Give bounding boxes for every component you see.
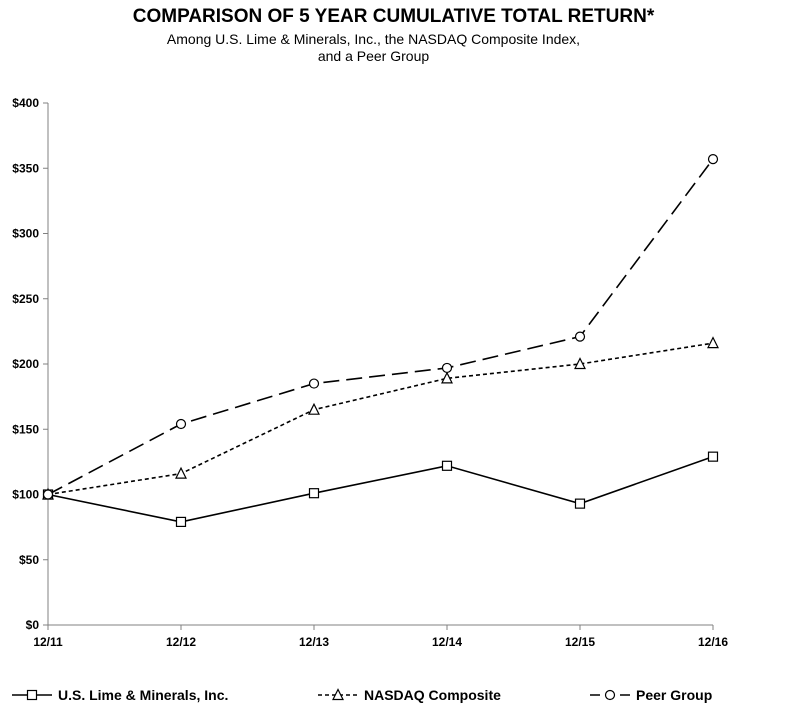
y-tick-label: $400: [12, 96, 39, 110]
y-tick-label: $50: [19, 553, 39, 567]
x-tick-label: 12/14: [432, 635, 462, 649]
legend: U.S. Lime & Minerals, Inc. NASDAQ Composi…: [12, 687, 712, 703]
legend-entry: Peer Group: [590, 687, 712, 703]
data-point: [441, 362, 453, 374]
series-line: [47, 455, 714, 523]
legend-marker: [26, 689, 38, 701]
series-triangle: [42, 336, 719, 500]
data-point: [175, 418, 187, 430]
series-circle: [42, 154, 719, 500]
y-axis-ticks: $0 $50 $100 $150 $200 $250 $300 $350 $400: [12, 96, 48, 632]
data-point: [175, 516, 187, 528]
x-tick-label: 12/15: [565, 635, 595, 649]
data-point: [707, 336, 719, 349]
legend-label: U.S. Lime & Minerals, Inc.: [58, 687, 228, 703]
series-line: [47, 342, 714, 496]
data-point: [308, 488, 320, 499]
x-tick-label: 12/16: [698, 635, 728, 649]
data-point: [175, 466, 187, 479]
data-point: [308, 402, 320, 415]
legend-entry: U.S. Lime & Minerals, Inc.: [12, 687, 228, 703]
legend-marker: [604, 689, 616, 701]
y-tick-label: $250: [12, 292, 39, 306]
series-line: [47, 158, 714, 496]
x-axis-ticks: 12/11 12/12 12/13 12/14 12/15 12/16: [33, 625, 728, 649]
data-point: [308, 378, 320, 389]
data-point: [574, 357, 586, 370]
x-tick-label: 12/13: [299, 635, 329, 649]
series-group: [42, 154, 719, 528]
series-square: [42, 451, 719, 528]
data-point: [574, 331, 586, 342]
legend-entry: NASDAQ Composite: [318, 687, 501, 703]
data-point: [707, 451, 719, 462]
x-tick-label: 12/12: [166, 635, 196, 649]
data-point: [707, 154, 719, 165]
y-tick-label: $350: [12, 161, 39, 175]
y-tick-label: $100: [12, 488, 39, 502]
data-point: [441, 460, 453, 471]
y-tick-label: $0: [26, 618, 40, 632]
chart-subtitle-line1: Among U.S. Lime & Minerals, Inc., the NA…: [166, 31, 581, 47]
y-tick-label: $150: [12, 422, 39, 436]
y-tick-label: $200: [12, 357, 39, 371]
legend-label: NASDAQ Composite: [364, 687, 501, 703]
chart-title: COMPARISON OF 5 YEAR CUMULATIVE TOTAL RE…: [132, 6, 655, 27]
data-point: [42, 489, 54, 500]
axes: [47, 103, 713, 626]
data-point: [574, 498, 586, 509]
y-tick-label: $300: [12, 227, 39, 241]
legend-marker: [332, 688, 344, 701]
chart-subtitle-line2: and a Peer Group: [317, 48, 430, 64]
legend-label: Peer Group: [636, 687, 712, 703]
x-tick-label: 12/11: [33, 635, 63, 649]
data-point: [441, 371, 453, 384]
